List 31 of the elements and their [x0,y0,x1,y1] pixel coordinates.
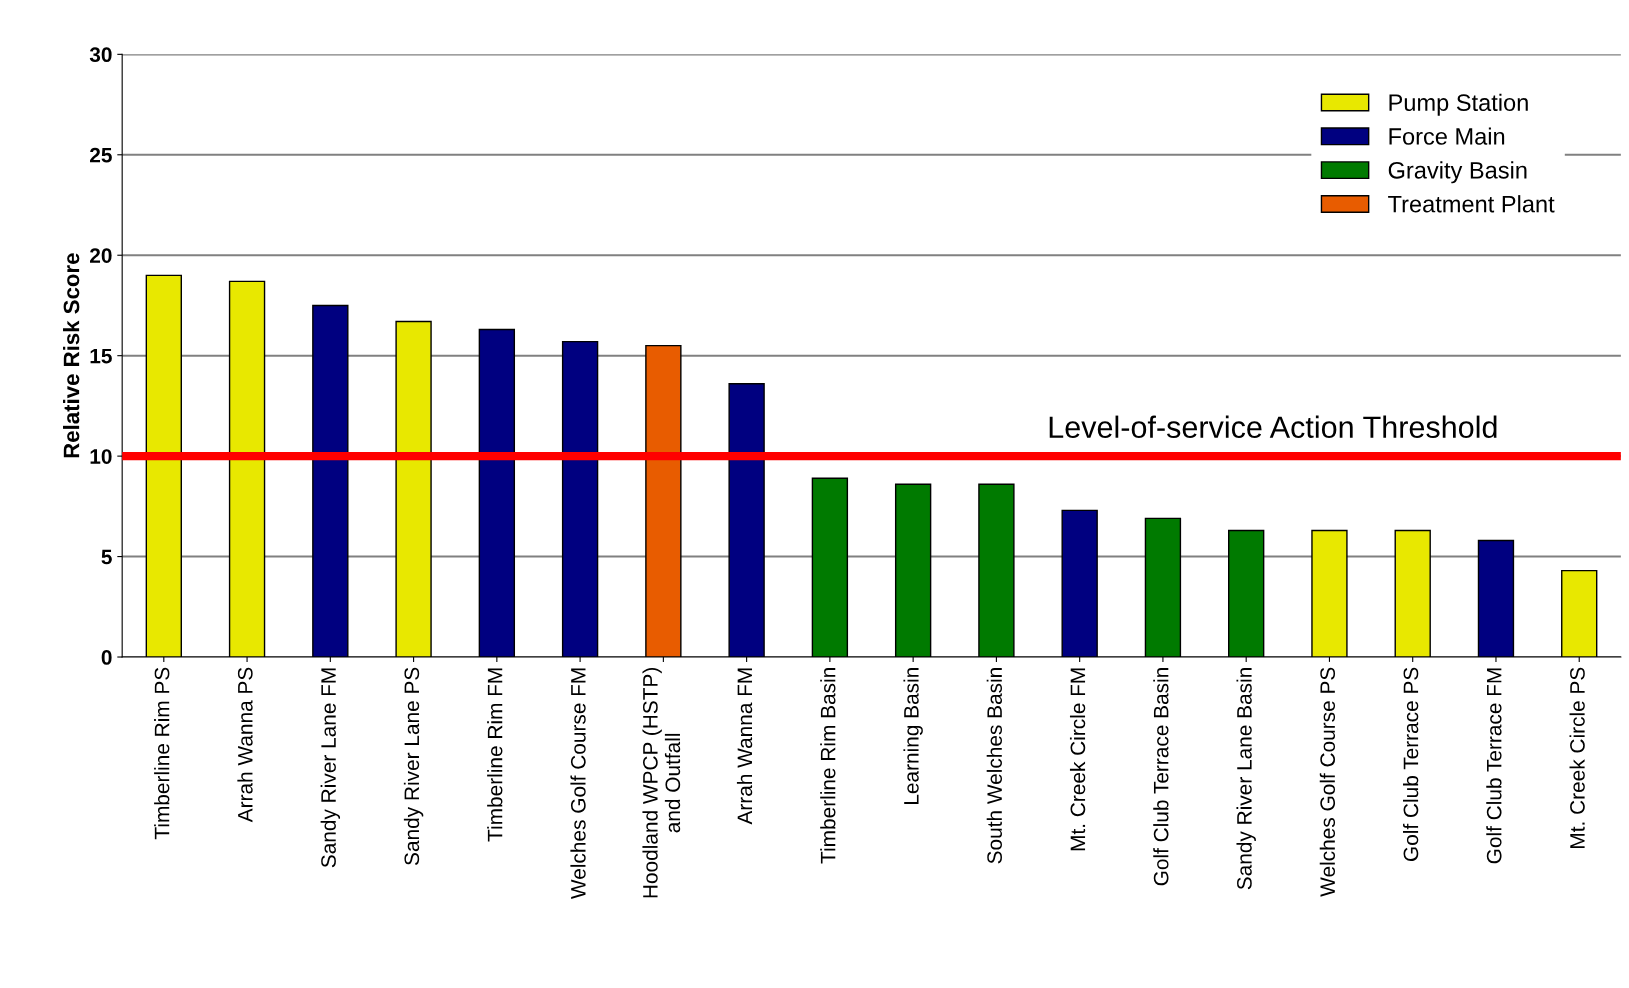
legend-label: Pump Station [1389,93,1528,116]
y-tick-label: 15 [90,348,112,364]
y-tick-label: 0 [101,650,112,665]
x-tick-label: South Welches Basin [986,668,1002,864]
x-tick-label: Mt. Creek Circle FM [1069,668,1086,851]
y-tick-label: 25 [90,147,112,163]
y-tick-label: 5 [101,549,112,565]
x-tick-label: Learning Basin [903,668,923,805]
x-tick-label: Welches Golf Course PS [1319,667,1336,897]
x-tick-label: Timberline Rim PS [154,667,170,840]
x-tick-label: Sandy River Lane Basin [1236,668,1256,890]
x-tick-label: Golf Club Terrace FM [1486,668,1502,864]
legend-label: Treatment Plant [1388,195,1555,213]
x-tick-label: Mt. Creek Circle PS [1569,667,1585,848]
ref-line-label: Level-of-service Action Threshold [1049,415,1497,439]
legend-label: Force Main [1389,127,1505,145]
legend-label: Gravity Basin [1388,161,1527,184]
x-tick-label: Welches Golf Course FM [570,668,586,899]
x-tick-label: Golf Club Terrace Basin [1153,668,1169,886]
y-tick-label: 20 [90,248,112,263]
x-tick-label: Arrah Wanna FM [736,668,753,825]
y-tick-label: 10 [90,449,112,464]
x-tick-label: Sandy River Lane PS [403,667,424,865]
y-tick-label: 30 [89,47,112,63]
x-tick-label: Arrah Wanna PS [237,667,253,823]
x-tick-label: Sandy River Lane FM [320,668,341,868]
y-axis-title: Relative Risk Score [63,253,80,458]
x-tick-label: Timberline Rim Basin [820,668,836,864]
x-tick-label: Golf Club Terrace PS [1402,667,1419,861]
x-tick-label: Timberline Rim FM [487,668,503,842]
x-tick-label: Hoodland WPCP (HSTP) and Outfall [642,668,681,898]
